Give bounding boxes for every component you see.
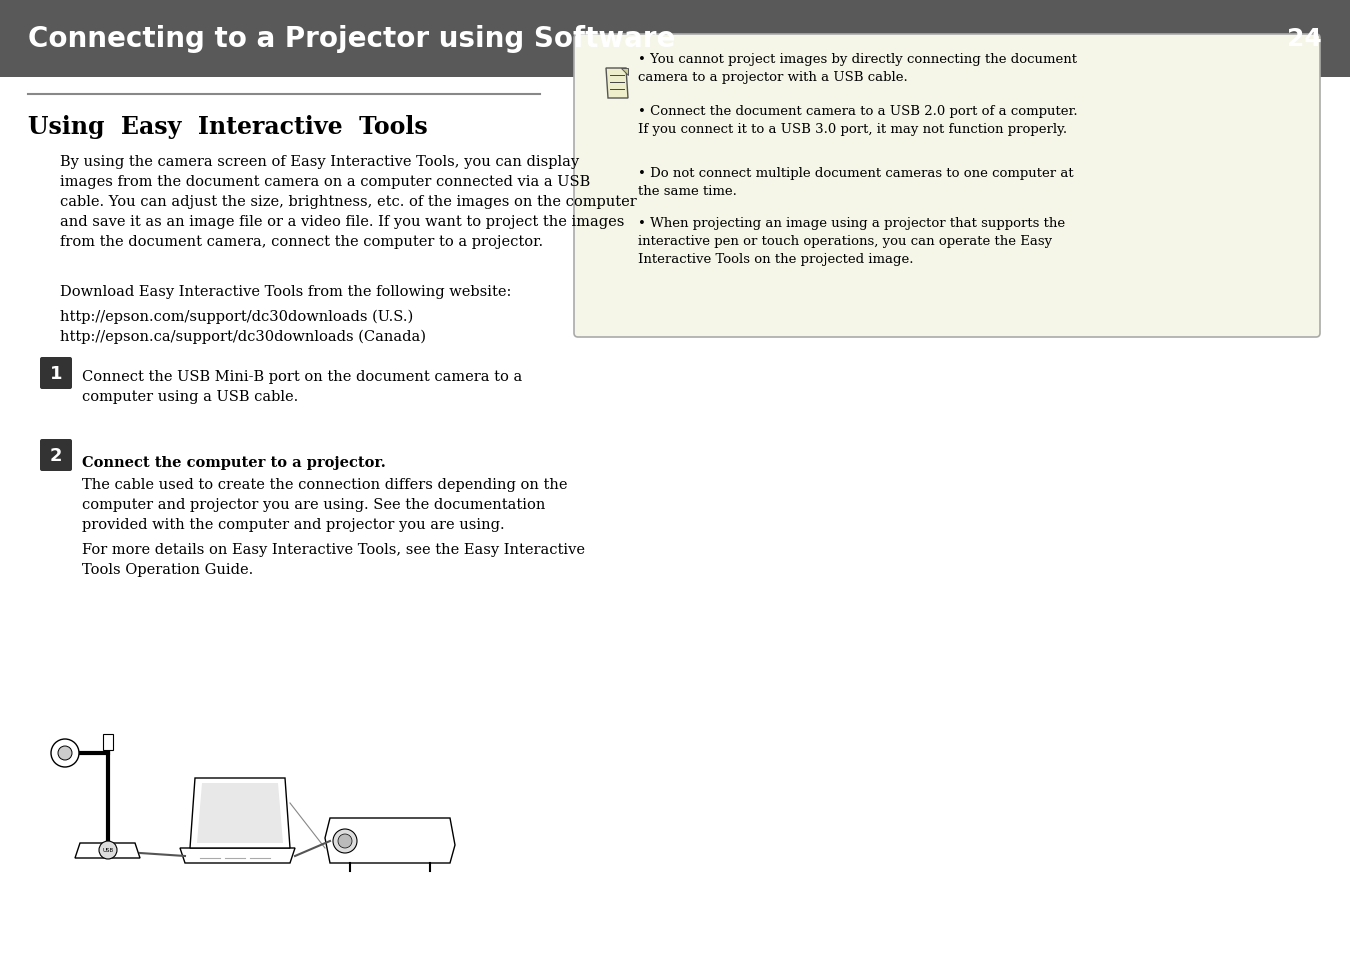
Polygon shape (180, 848, 296, 863)
FancyBboxPatch shape (40, 439, 72, 472)
Text: Using  Easy  Interactive  Tools: Using Easy Interactive Tools (28, 115, 428, 139)
Text: 24: 24 (1288, 27, 1322, 51)
Bar (103, 734, 113, 750)
Text: • Connect the document camera to a USB 2.0 port of a computer.
If you connect it: • Connect the document camera to a USB 2… (639, 105, 1077, 136)
Text: Connect the USB Mini-B port on the document camera to a
computer using a USB cab: Connect the USB Mini-B port on the docum… (82, 370, 522, 404)
Text: For more details on Easy Interactive Tools, see the Easy Interactive
Tools Opera: For more details on Easy Interactive Too… (82, 542, 585, 577)
Polygon shape (606, 69, 628, 99)
Text: http://epson.com/support/dc30downloads (U.S.): http://epson.com/support/dc30downloads (… (59, 310, 413, 324)
Text: Connecting to a Projector using Software: Connecting to a Projector using Software (28, 25, 675, 53)
Circle shape (99, 841, 117, 859)
Text: USB: USB (103, 847, 113, 853)
Text: 1: 1 (50, 365, 62, 382)
Text: • Do not connect multiple document cameras to one computer at
the same time.: • Do not connect multiple document camer… (639, 167, 1073, 198)
Text: The cable used to create the connection differs depending on the
computer and pr: The cable used to create the connection … (82, 477, 567, 532)
Text: • When projecting an image using a projector that supports the
interactive pen o: • When projecting an image using a proje… (639, 216, 1065, 266)
Circle shape (58, 746, 72, 760)
Polygon shape (325, 818, 455, 863)
Text: Connect the computer to a projector.: Connect the computer to a projector. (82, 456, 386, 470)
Circle shape (51, 740, 80, 767)
Polygon shape (621, 69, 628, 76)
FancyBboxPatch shape (40, 357, 72, 390)
Text: • You cannot project images by directly connecting the document
camera to a proj: • You cannot project images by directly … (639, 53, 1077, 84)
FancyBboxPatch shape (574, 35, 1320, 337)
Text: 2: 2 (50, 447, 62, 464)
Circle shape (338, 834, 352, 848)
Bar (0, 0, 1350, 78)
Polygon shape (190, 779, 290, 848)
Polygon shape (197, 783, 284, 843)
Text: By using the camera screen of Easy Interactive Tools, you can display
images fro: By using the camera screen of Easy Inter… (59, 154, 637, 249)
Circle shape (333, 829, 356, 853)
Text: http://epson.ca/support/dc30downloads (Canada): http://epson.ca/support/dc30downloads (C… (59, 330, 427, 344)
Polygon shape (76, 843, 140, 858)
Text: Download Easy Interactive Tools from the following website:: Download Easy Interactive Tools from the… (59, 285, 512, 298)
